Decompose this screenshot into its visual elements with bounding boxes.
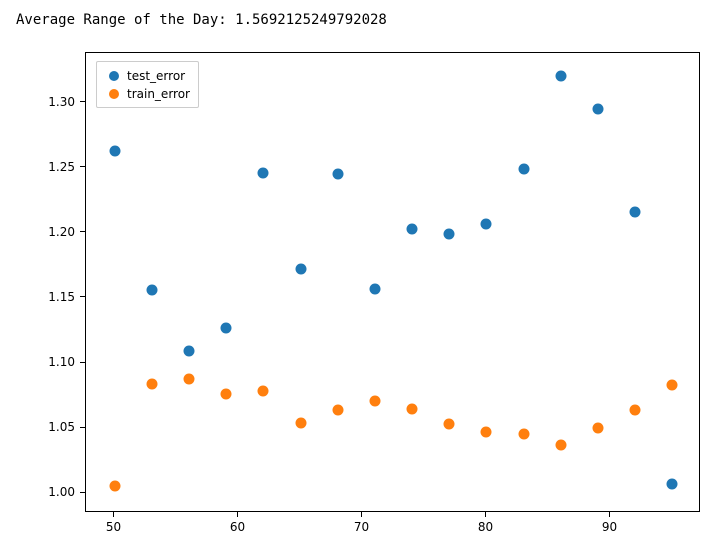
legend: test_error train_error (96, 61, 199, 108)
data-point-test_error (183, 346, 194, 357)
data-point-test_error (630, 206, 641, 217)
y-tick-mark (80, 166, 85, 167)
legend-item-train-error: train_error (105, 85, 190, 103)
data-point-train_error (518, 428, 529, 439)
x-tick-label: 80 (478, 520, 493, 534)
legend-label: test_error (127, 69, 185, 83)
x-tick-mark (609, 512, 610, 517)
y-tick-mark (80, 362, 85, 363)
data-point-test_error (667, 479, 678, 490)
data-point-train_error (555, 440, 566, 451)
page-title: Average Range of the Day: 1.569212524979… (16, 12, 387, 28)
data-point-test_error (258, 167, 269, 178)
data-point-train_error (109, 480, 120, 491)
data-point-test_error (332, 169, 343, 180)
data-point-test_error (369, 283, 380, 294)
data-point-train_error (369, 395, 380, 406)
y-tick-label: 1.15 (48, 290, 75, 304)
scatter-plot: test_error train_error (85, 52, 700, 512)
data-point-train_error (183, 373, 194, 384)
circle-icon (109, 89, 119, 99)
x-tick-label: 70 (354, 520, 369, 534)
data-point-train_error (221, 389, 232, 400)
page-root: Average Range of the Day: 1.569212524979… (0, 0, 720, 551)
y-tick-label: 1.20 (48, 225, 75, 239)
y-tick-mark (80, 492, 85, 493)
legend-label: train_error (127, 87, 190, 101)
data-point-test_error (481, 218, 492, 229)
data-point-test_error (146, 285, 157, 296)
data-point-train_error (295, 418, 306, 429)
circle-icon (109, 71, 119, 81)
y-tick-label: 1.30 (48, 95, 75, 109)
data-point-test_error (295, 264, 306, 275)
x-tick-label: 90 (602, 520, 617, 534)
data-point-train_error (407, 403, 418, 414)
data-point-test_error (593, 104, 604, 115)
data-point-test_error (444, 229, 455, 240)
data-point-train_error (258, 385, 269, 396)
data-point-train_error (630, 405, 641, 416)
y-tick-mark (80, 101, 85, 102)
data-point-test_error (407, 223, 418, 234)
data-point-train_error (332, 405, 343, 416)
legend-item-test-error: test_error (105, 67, 190, 85)
data-point-test_error (555, 71, 566, 82)
data-point-train_error (481, 427, 492, 438)
x-tick-label: 50 (106, 520, 121, 534)
data-point-test_error (518, 163, 529, 174)
y-tick-label: 1.00 (48, 485, 75, 499)
x-tick-label: 60 (230, 520, 245, 534)
data-point-test_error (221, 322, 232, 333)
data-point-train_error (146, 378, 157, 389)
x-tick-mark (361, 512, 362, 517)
x-tick-mark (237, 512, 238, 517)
y-tick-mark (80, 427, 85, 428)
y-tick-mark (80, 231, 85, 232)
data-point-train_error (593, 423, 604, 434)
y-tick-label: 1.10 (48, 355, 75, 369)
data-point-test_error (109, 145, 120, 156)
data-point-train_error (444, 419, 455, 430)
y-tick-label: 1.25 (48, 160, 75, 174)
x-tick-mark (113, 512, 114, 517)
data-point-train_error (667, 380, 678, 391)
y-tick-mark (80, 296, 85, 297)
x-tick-mark (485, 512, 486, 517)
y-tick-label: 1.05 (48, 420, 75, 434)
